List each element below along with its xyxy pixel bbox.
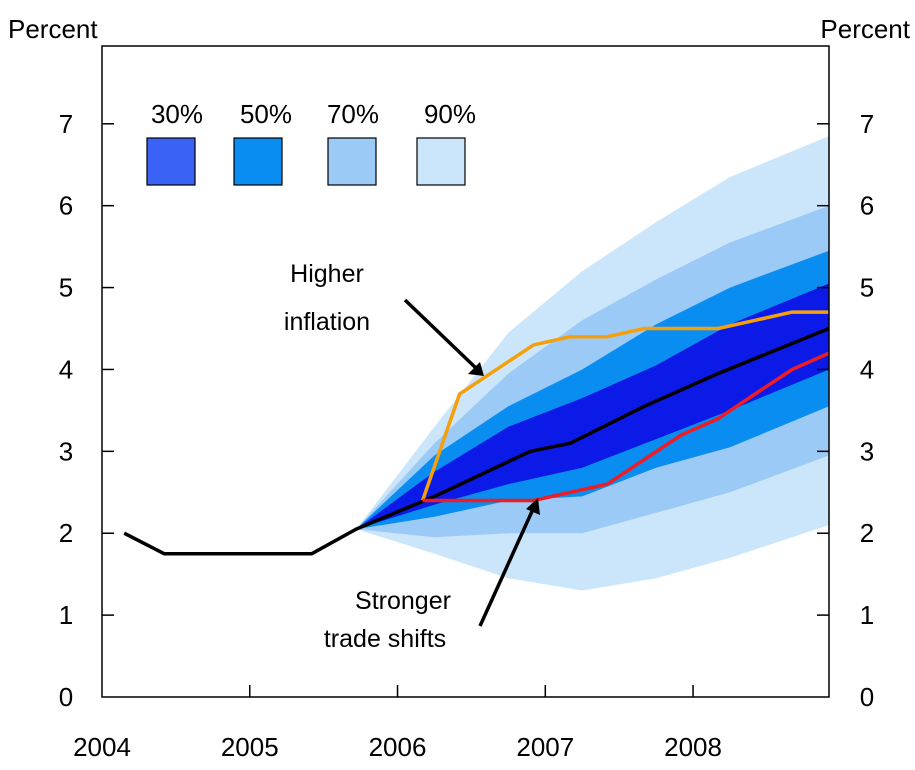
x-tick-label-2006: 2006 (369, 732, 427, 762)
y-tick-label-right-7: 7 (860, 109, 874, 139)
legend-label-50: 50% (240, 99, 292, 129)
x-tick-label-2004: 2004 (73, 732, 131, 762)
y-tick-label-right-4: 4 (860, 354, 874, 384)
y-tick-label-left-2: 2 (59, 518, 73, 548)
annotation-stronger-trade-shifts-line1: Stronger (355, 587, 451, 615)
legend-swatch-70 (327, 137, 377, 186)
annotation-higher-inflation: Higher inflation (284, 260, 484, 376)
legend-label-30: 30% (151, 99, 203, 129)
legend-swatch-50 (233, 137, 283, 186)
right-axis-unit-label: Percent (820, 14, 910, 44)
annotation-stronger-trade-shifts-arrow (478, 506, 536, 627)
y-tick-label-left-5: 5 (59, 273, 73, 303)
x-tick-label-2007: 2007 (516, 732, 574, 762)
higher-inflation-line (420, 310, 829, 502)
series-lines (123, 310, 830, 556)
left-axis-unit-label: Percent (8, 14, 98, 44)
y-tick-label-left-3: 3 (59, 436, 73, 466)
legend: 30% 50% 70% 90% (146, 99, 476, 186)
annotation-higher-inflation-line1: Higher (290, 260, 364, 288)
stronger-trade-shifts-line (422, 351, 830, 503)
baseline-path-line (123, 326, 830, 556)
legend-label-90: 90% (424, 99, 476, 129)
fan-band-30 (356, 283, 829, 530)
axis-ticks: 0 0 1 1 2 2 3 3 4 4 5 5 6 6 7 7 2004 2005 2006 2007 2008 (59, 109, 874, 762)
annotation-higher-inflation-arrowhead (468, 362, 484, 376)
y-tick-label-left-4: 4 (59, 354, 73, 384)
y-tick-label-left-7: 7 (59, 109, 73, 139)
x-tick-label-2008: 2008 (664, 732, 722, 762)
annotation-stronger-trade-shifts-line2: trade shifts (324, 625, 446, 653)
y-tick-label-right-6: 6 (860, 191, 874, 221)
legend-label-70: 70% (327, 99, 379, 129)
y-tick-label-left-6: 6 (59, 191, 73, 221)
legend-swatch-30 (146, 137, 196, 186)
legend-swatch-90 (416, 137, 466, 186)
fan-bands (356, 136, 829, 591)
y-tick-label-right-2: 2 (860, 518, 874, 548)
y-tick-label-right-5: 5 (860, 273, 874, 303)
y-tick-label-left-1: 1 (59, 600, 73, 630)
x-tick-label-2005: 2005 (221, 732, 279, 762)
annotation-stronger-trade-shifts-arrowhead (526, 498, 540, 515)
plot-frame (101, 45, 830, 698)
y-tick-label-right-0: 0 (860, 682, 874, 712)
annotation-higher-inflation-arrow (403, 298, 480, 372)
annotation-higher-inflation-line2: inflation (284, 308, 370, 336)
annotation-stronger-trade-shifts: Stronger trade shifts (324, 498, 540, 653)
y-tick-label-right-1: 1 (860, 600, 874, 630)
y-tick-label-left-0: 0 (59, 682, 73, 712)
y-tick-label-right-3: 3 (860, 436, 874, 466)
